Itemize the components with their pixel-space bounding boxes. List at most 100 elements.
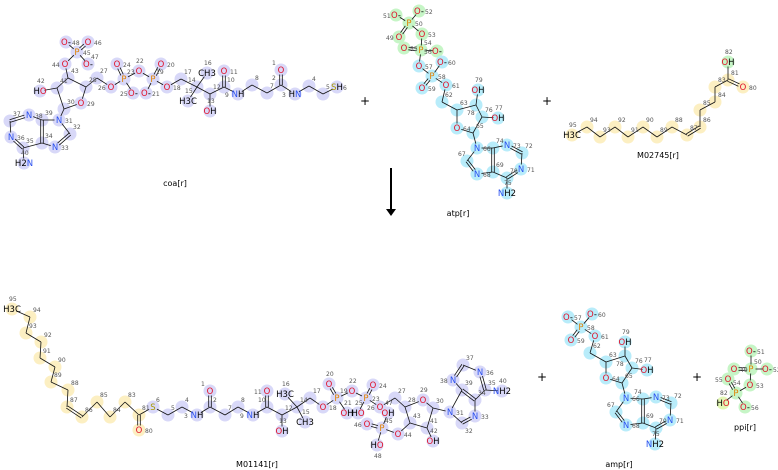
single-bond	[355, 392, 363, 397]
atom-highlight	[351, 406, 365, 420]
single-bond	[237, 406, 250, 414]
single-bond	[654, 427, 657, 440]
atom-number: 5	[171, 405, 175, 412]
atom-number: 72	[674, 393, 682, 400]
atom-number: 92	[44, 332, 52, 339]
double-bond	[423, 78, 429, 84]
atom-label: P	[733, 389, 738, 399]
atom-label: P	[748, 365, 753, 375]
atom-number: 94	[33, 307, 41, 314]
double-bond	[10, 117, 26, 123]
atom-highlight	[246, 408, 260, 422]
atom-number: 31	[65, 118, 73, 125]
atom-number: 58	[587, 325, 595, 332]
single-bond	[434, 65, 440, 73]
double-bond	[727, 80, 739, 87]
atom-label: HO	[370, 441, 383, 451]
atom-highlight	[274, 63, 288, 77]
atom-label: P	[334, 394, 339, 404]
double-bond	[574, 331, 580, 338]
single-bond	[281, 406, 298, 416]
single-bond	[138, 408, 150, 416]
single-bond	[251, 84, 268, 94]
atom-highlight	[203, 384, 217, 398]
atom-highlight	[649, 390, 663, 404]
atom-number: 71	[676, 418, 684, 425]
single-bond	[114, 81, 121, 85]
atom-highlight	[370, 438, 384, 452]
single-bond	[22, 147, 25, 159]
single-bond	[455, 383, 463, 391]
atom-number: 47	[385, 400, 393, 407]
double-bond	[9, 114, 25, 121]
single-bond	[65, 68, 69, 79]
atom-highlights	[716, 344, 774, 414]
atom-number: 13	[207, 98, 215, 105]
atom-number: 5	[326, 84, 330, 91]
atom-number: 48	[374, 453, 382, 460]
double-bond	[14, 138, 25, 148]
single-bond	[481, 171, 494, 174]
atom-number: 49	[740, 367, 748, 374]
single-bond	[394, 397, 406, 408]
atom-label: P	[121, 75, 126, 85]
atom-highlight	[330, 391, 344, 405]
atom-number: 43	[71, 68, 79, 75]
atom-number: 62	[593, 343, 601, 350]
single-bond	[599, 126, 616, 138]
atom-number: 4	[312, 76, 316, 83]
atom-number: 40	[499, 378, 507, 385]
atom-number: 46	[94, 40, 102, 47]
atom-highlight	[565, 128, 579, 142]
single-bond	[621, 367, 633, 384]
atom-highlight	[473, 365, 487, 379]
atom-highlight	[322, 377, 336, 391]
atom-highlight	[470, 141, 484, 155]
atom-number: 13	[279, 418, 287, 425]
atom-highlight	[231, 87, 245, 101]
single-bond	[630, 422, 644, 425]
atom-highlight	[132, 64, 146, 78]
atom-number: 24	[123, 62, 131, 69]
single-bond	[56, 87, 65, 110]
single-bond	[699, 101, 716, 111]
atom-label: OH	[491, 114, 504, 124]
atom-highlight	[22, 108, 36, 122]
double-bond	[731, 382, 736, 389]
atom-number: 25	[355, 400, 363, 407]
atom-highlight	[729, 386, 743, 400]
atom-number: 55	[715, 377, 723, 384]
atom-highlight	[663, 413, 677, 427]
atom-label: O-	[391, 11, 401, 21]
atom-number: 8	[241, 397, 245, 404]
double-bond	[57, 132, 70, 144]
atom-highlights	[5, 302, 509, 452]
atom-label: O	[320, 403, 327, 413]
atom-highlight	[412, 4, 426, 18]
atom-number: 15	[185, 88, 193, 95]
single-bond	[96, 77, 108, 85]
atom-number: 36	[17, 135, 25, 142]
atom-label: O-	[762, 365, 772, 375]
single-bond	[714, 79, 729, 88]
atom-number: 92	[618, 117, 626, 124]
single-bond	[624, 355, 633, 369]
double-bond	[402, 27, 408, 35]
double-bond	[408, 49, 417, 52]
single-bond	[386, 429, 394, 433]
single-bond	[180, 78, 198, 88]
molecule-name: M01141[r]	[236, 460, 278, 469]
double-bond	[510, 147, 522, 155]
atom-number: 36	[486, 370, 494, 377]
single-bond	[340, 392, 349, 397]
atom-highlight	[359, 391, 373, 405]
single-bond	[39, 341, 42, 359]
atom-label: H2N	[15, 159, 33, 169]
single-bond	[124, 401, 140, 416]
atom-number: 40	[21, 150, 29, 157]
atom-number: 27	[100, 68, 108, 75]
atom-label: P	[406, 19, 411, 29]
atom-label: H3C	[563, 131, 581, 141]
atom-number: 86	[703, 117, 711, 124]
